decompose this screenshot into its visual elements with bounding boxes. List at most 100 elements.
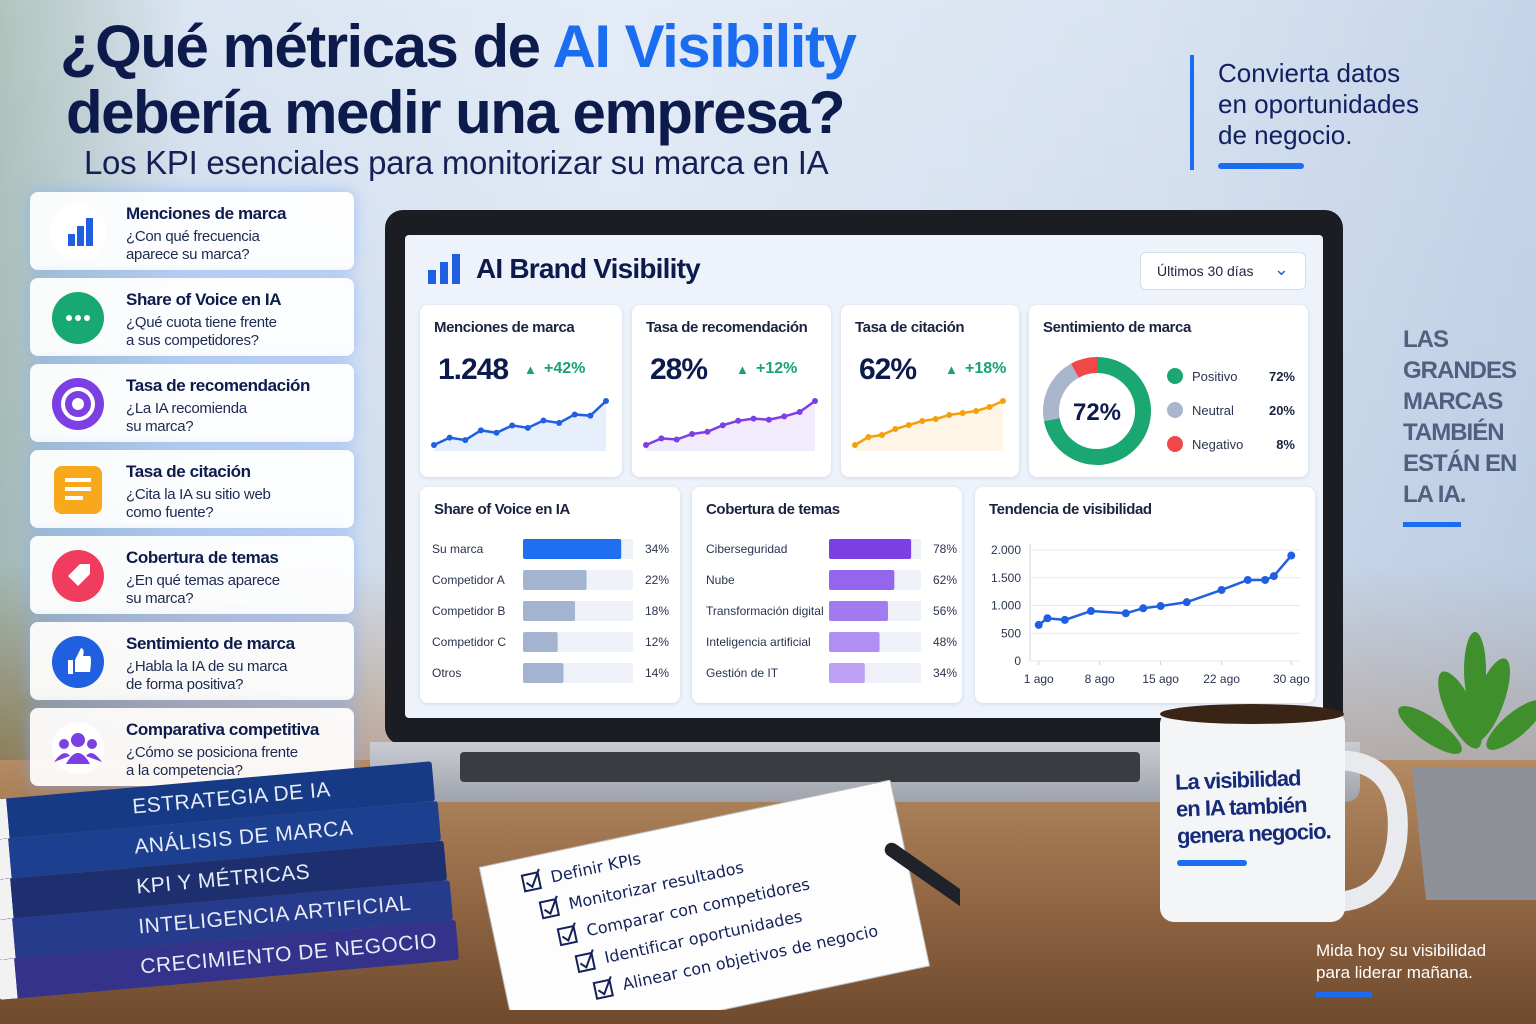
bar <box>523 570 587 590</box>
trend-line <box>1037 554 1293 626</box>
slogan-line: TAMBIÉN <box>1403 419 1505 446</box>
kpi-question: a la competencia? <box>126 762 243 779</box>
slogan-line: LAS <box>1403 326 1449 353</box>
bar-label: Competidor C <box>432 635 506 649</box>
sparkline-point <box>462 437 469 444</box>
checkbox <box>574 951 596 974</box>
side-note-line: en oportunidades <box>1218 89 1419 119</box>
sparkline-point <box>658 435 665 442</box>
legend-value: 8% <box>1276 437 1295 452</box>
sentiment-panel: Sentimiento de marca Positivo 72% Neutral 2… <box>1029 305 1308 477</box>
legend-value: 20% <box>1269 403 1295 418</box>
metric-value: 62% <box>859 353 917 386</box>
checkmark <box>579 949 594 969</box>
donut-segment <box>1070 357 1098 378</box>
sparkline-point <box>905 422 912 428</box>
legend-label: Positivo <box>1192 369 1238 384</box>
trend-point <box>1043 614 1052 623</box>
sparkline-point <box>986 404 993 410</box>
legend-dot <box>1167 368 1183 384</box>
donut-center-label: 72% <box>1073 399 1121 426</box>
icon-shape <box>66 315 72 321</box>
sov-chart: Su marca 34% Competidor A 22% Competidor B 18… <box>432 539 669 683</box>
x-tick-label: 15 ago <box>1142 672 1179 686</box>
sparkline-point <box>540 417 547 424</box>
bar-label: Ciberseguridad <box>706 542 787 556</box>
trend-point <box>1156 602 1165 611</box>
kpi-card: Menciones de marca ¿Con qué frecuencia apa… <box>30 192 354 270</box>
metric-label: Tasa de recomendación <box>646 319 808 336</box>
bar-value: 14% <box>645 666 669 680</box>
bar <box>523 601 575 621</box>
sparkline-point <box>509 422 516 429</box>
topics-chart: Ciberseguridad 78% Nube 62% Transformación d… <box>706 539 957 683</box>
trend-point <box>1287 551 1296 560</box>
icon-shape <box>52 722 104 774</box>
kpi-icon <box>52 378 104 430</box>
sparkline-point <box>689 431 696 437</box>
metric-card: Tasa de citación 62% ▲ +18% <box>841 305 1019 477</box>
bar-label: Nube <box>706 573 735 587</box>
checkmark <box>543 895 558 916</box>
accent-bar <box>1190 55 1194 170</box>
sparkline-point <box>765 416 772 423</box>
sparkline-point <box>1000 398 1006 404</box>
kpi-icon <box>52 292 104 344</box>
y-tick-label: 1.500 <box>991 571 1021 585</box>
trend-point <box>1139 604 1148 613</box>
slogan-line: LA IA. <box>1403 481 1466 508</box>
sparkline-chart <box>643 398 818 451</box>
side-note-line: Convierta datos <box>1218 58 1401 88</box>
bar <box>829 570 895 590</box>
plant <box>1398 632 1536 900</box>
sparkline-point <box>643 442 649 448</box>
bar-value: 12% <box>645 635 669 649</box>
bar-value: 78% <box>933 542 957 556</box>
icon-shape <box>68 648 91 674</box>
sparkline-chart <box>431 398 609 451</box>
metric-label: Tasa de citación <box>855 319 965 336</box>
sparkline-point <box>852 442 858 448</box>
trend-point <box>1121 609 1130 618</box>
period-label: Últimos 30 días <box>1157 263 1254 279</box>
kpi-question: ¿Cómo se posiciona frente <box>126 744 298 761</box>
bar-value: 18% <box>645 604 669 618</box>
footer-line: para liderar mañana. <box>1316 963 1473 982</box>
icon-shape <box>75 315 81 321</box>
sparkline-point <box>704 428 711 435</box>
sparkline-point <box>603 398 609 404</box>
bar <box>829 632 880 652</box>
title-line1-wrap: ¿Qué métricas de AI Visibility <box>60 12 857 81</box>
y-tick-label: 0 <box>1014 654 1021 668</box>
accent-underline <box>1403 522 1461 527</box>
legend-dot <box>1167 436 1183 452</box>
sparkline-point <box>781 413 788 420</box>
bar-value: 56% <box>933 604 957 618</box>
bar <box>523 663 564 683</box>
icon-shape <box>65 478 91 482</box>
panel-title: Cobertura de temas <box>706 501 840 518</box>
bar-value: 22% <box>645 573 669 587</box>
y-tick-label: 2.000 <box>991 543 1021 557</box>
sparkline-point <box>735 417 742 424</box>
icon-shape <box>87 739 97 749</box>
kpi-icon <box>52 550 104 602</box>
bar <box>829 663 865 683</box>
footer-line: Mida hoy su visibilidad <box>1316 941 1487 960</box>
x-tick-label: 22 ago <box>1203 672 1240 686</box>
sparkline-area <box>434 401 606 451</box>
bar-value: 34% <box>933 666 957 680</box>
legend-label: Neutral <box>1192 403 1234 418</box>
checkbox <box>538 898 561 920</box>
bar-label: Transformación digital <box>706 604 824 618</box>
side-note-line: de negocio. <box>1218 120 1353 150</box>
trend-point <box>1261 575 1270 584</box>
kpi-title: Tasa de recomendación <box>126 376 311 395</box>
sparkline-area <box>646 401 815 451</box>
sparkline-point <box>477 427 484 434</box>
period-dropdown[interactable]: Últimos 30 días ⌄ <box>1140 252 1306 290</box>
donut-segment <box>1043 357 1151 465</box>
kpi-question: ¿La IA recomienda <box>126 400 247 417</box>
x-tick-label: 30 ago <box>1273 672 1310 686</box>
title-line2: debería medir una empresa? <box>66 79 845 146</box>
